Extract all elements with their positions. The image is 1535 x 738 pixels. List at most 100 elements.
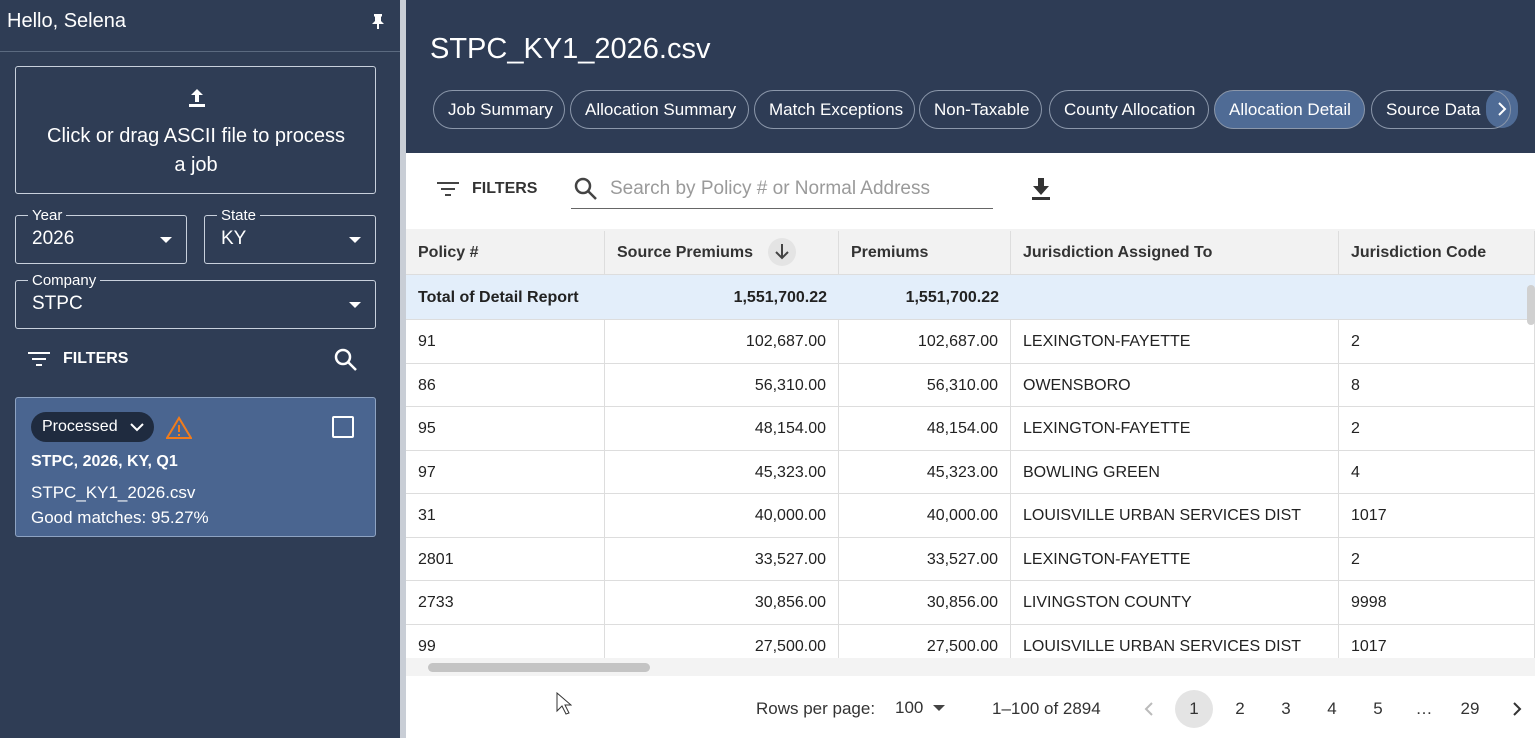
table-cell: 33,527.00	[839, 537, 1011, 581]
field-label: Company	[28, 272, 101, 289]
table-cell: 48,154.00	[839, 407, 1011, 450]
table-cell: 8	[1339, 363, 1535, 407]
page-button[interactable]: …	[1415, 699, 1433, 718]
data-table: Policy # Source Premiums Premiums Jurisdict…	[406, 229, 1535, 658]
table-cell: OWENSBORO	[1011, 363, 1339, 407]
total-label: Total of Detail Report	[418, 289, 579, 306]
page-button[interactable]: 29	[1460, 699, 1480, 718]
table-cell: 2801	[406, 537, 605, 581]
table-cell: 99	[406, 624, 605, 658]
mouse-cursor	[556, 692, 572, 715]
table-cell: 30,856.00	[605, 581, 839, 624]
resize-divider[interactable]	[400, 0, 406, 738]
field-value: 2026	[32, 228, 75, 249]
search-input[interactable]: Search by Policy # or Normal Address	[571, 166, 993, 209]
table-cell: 48,154.00	[605, 407, 839, 450]
status-chip[interactable]: Processed	[31, 412, 154, 442]
filter-icon[interactable]	[28, 350, 50, 368]
total-source-premiums: 1,551,700.22	[733, 289, 827, 306]
tab[interactable]: Match Exceptions	[754, 90, 915, 129]
filter-icon[interactable]	[437, 180, 459, 198]
search-icon	[574, 177, 597, 200]
job-card[interactable]: Processed STPC, 2026, KY, Q1 STPC_KY1_20…	[15, 397, 376, 537]
table-cell: 2	[1339, 537, 1535, 581]
filters-button[interactable]: FILTERS	[472, 180, 538, 197]
pin-icon[interactable]	[370, 12, 386, 30]
greeting: Hello, Selena	[7, 10, 126, 32]
table-row	[406, 538, 1535, 581]
upload-icon	[189, 89, 205, 107]
table-cell: 9998	[1339, 581, 1535, 624]
table-cell: 97	[406, 450, 605, 494]
table-cell: 2	[1339, 320, 1535, 363]
table-cell: LIVINGSTON COUNTY	[1011, 581, 1339, 624]
tab[interactable]: County Allocation	[1049, 90, 1209, 129]
table-row	[406, 494, 1535, 538]
table-cell: 1017	[1339, 494, 1535, 537]
rows-per-page: 100	[895, 698, 924, 717]
column-header[interactable]: Policy #	[406, 231, 605, 275]
column-header[interactable]: Jurisdiction Code	[1339, 231, 1535, 275]
company-select[interactable]: Company STPC	[15, 272, 376, 329]
field-label: Year	[28, 207, 67, 224]
page-button[interactable]: 5	[1373, 699, 1383, 718]
header-row	[406, 229, 1535, 275]
scroll-thumb[interactable]	[428, 663, 650, 672]
download-icon[interactable]	[1031, 178, 1051, 200]
column-header[interactable]: Jurisdiction Assigned To	[1011, 231, 1339, 275]
table-cell: 33,527.00	[605, 537, 839, 581]
v-scroll-thumb[interactable]	[1527, 285, 1535, 325]
table-cell: BOWLING GREEN	[1011, 450, 1339, 494]
table-cell: 40,000.00	[605, 494, 839, 537]
tab[interactable]: Non-Taxable	[919, 90, 1042, 129]
tab[interactable]: Allocation Detail	[1214, 90, 1365, 129]
total-premiums: 1,551,700.22	[905, 289, 999, 306]
table-cell: LEXINGTON-FAYETTE	[1011, 320, 1339, 363]
table-cell: 95	[406, 407, 605, 450]
page-range: 1–100 of 2894	[992, 699, 1101, 718]
table-cell: LOUISVILLE URBAN SERVICES DIST	[1011, 624, 1339, 658]
total-row	[406, 275, 1535, 320]
job-title: STPC, 2026, KY, Q1	[31, 453, 178, 470]
rows-per-page-select[interactable]: 100	[895, 698, 947, 718]
table-cell: 27,500.00	[839, 624, 1011, 658]
tab[interactable]: Job Summary	[433, 90, 565, 129]
table-row	[406, 320, 1535, 364]
upload-box[interactable]: Click or drag ASCII file to process a jo…	[15, 66, 376, 194]
field-label: State	[217, 207, 261, 224]
table-row	[406, 451, 1535, 494]
table-cell: 27,500.00	[605, 624, 839, 658]
year-select[interactable]: Year 2026	[15, 207, 187, 264]
main-header: STPC_KY1_2026.csv Job Summary Allocation …	[406, 0, 1535, 153]
table-cell: LEXINGTON-FAYETTE	[1011, 537, 1339, 581]
page-button[interactable]: 3	[1281, 699, 1291, 718]
sidebar: Hello, Selena Click or drag ASCII file t…	[0, 0, 400, 738]
h-scrollbar[interactable]	[406, 658, 1535, 676]
tab[interactable]: Source Data	[1371, 90, 1511, 129]
column-header[interactable]: Source Premiums	[605, 231, 839, 275]
table-cell: 31	[406, 494, 605, 537]
filters-button[interactable]: FILTERS	[63, 350, 129, 367]
column-header[interactable]: Premiums	[839, 231, 1011, 275]
sort-icon[interactable]	[767, 237, 797, 267]
tab[interactable]: Allocation Summary	[570, 90, 749, 129]
table-cell: 45,323.00	[839, 450, 1011, 494]
next-page[interactable]	[1510, 700, 1524, 718]
prev-page[interactable]	[1142, 700, 1156, 718]
separator	[0, 51, 400, 52]
upload-text: Click or drag ASCII file to process a jo…	[47, 125, 345, 176]
table-cell: 86	[406, 363, 605, 407]
table-cell: 2733	[406, 581, 605, 624]
search-icon[interactable]	[334, 348, 358, 372]
state-select[interactable]: State KY	[204, 207, 376, 264]
checkbox[interactable]	[332, 416, 354, 438]
page-button[interactable]: 4	[1327, 699, 1337, 718]
page-button[interactable]: 1	[1175, 690, 1213, 728]
job-matches: Good matches: 95.27%	[31, 508, 209, 527]
page-button[interactable]: 2	[1235, 699, 1245, 718]
file-title: STPC_KY1_2026.csv	[430, 33, 711, 65]
status: Processed	[42, 418, 118, 435]
table-cell: 91	[406, 320, 605, 363]
